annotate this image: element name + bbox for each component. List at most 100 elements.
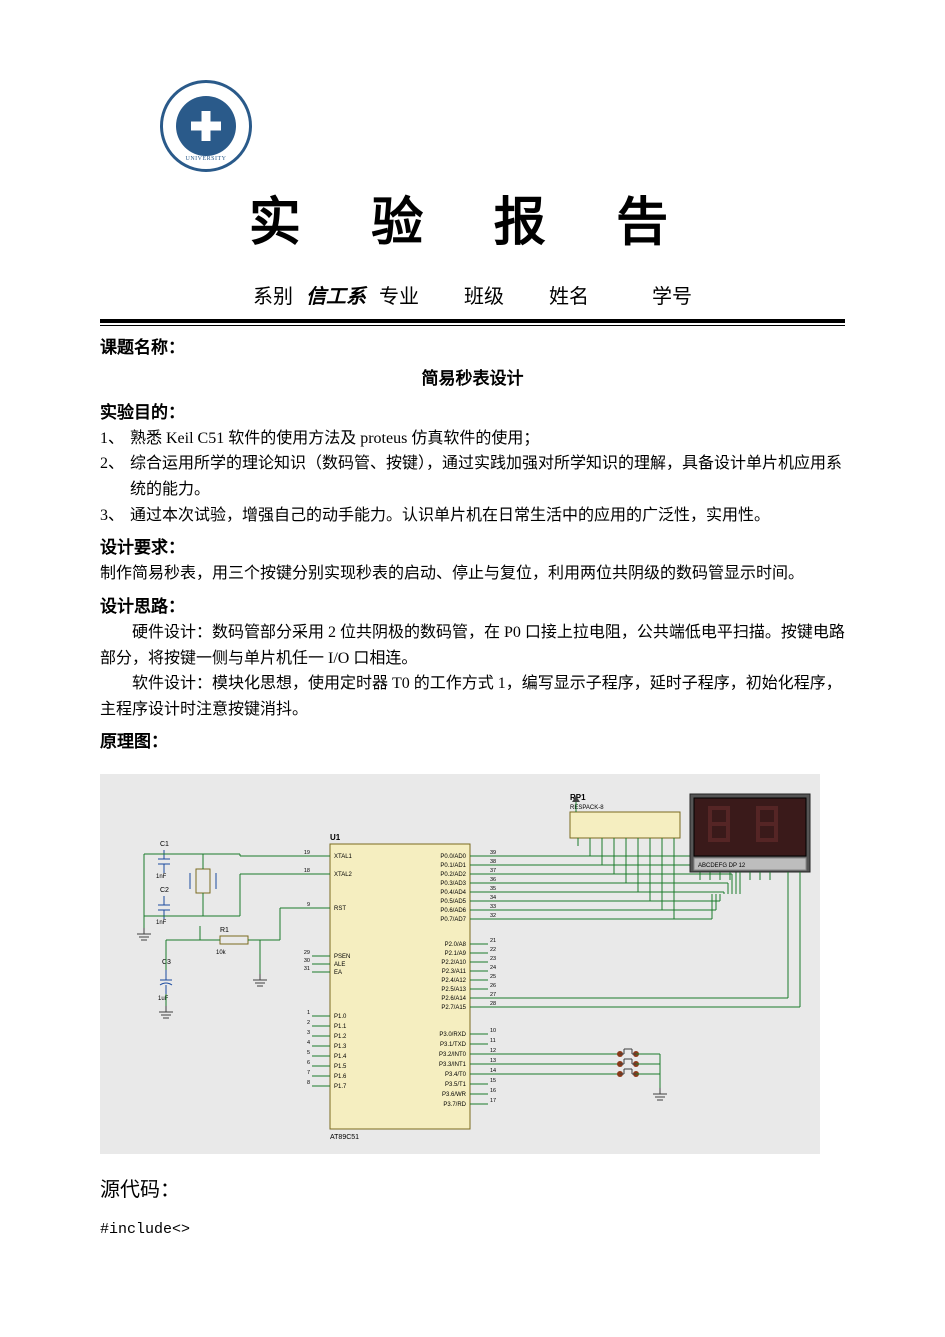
objective-item-text: 通过本次试验，增强自己的动手能力。认识单片机在日常生活中的应用的广泛性，实用性。: [130, 507, 770, 524]
svg-text:P2.2/A10: P2.2/A10: [441, 960, 466, 966]
svg-text:ALE: ALE: [334, 962, 345, 968]
svg-text:38: 38: [490, 859, 496, 865]
svg-text:P0.3/AD3: P0.3/AD3: [440, 881, 466, 887]
major-label: 专业: [379, 281, 419, 313]
svg-text:8: 8: [307, 1080, 310, 1086]
svg-text:30: 30: [304, 958, 310, 964]
svg-text:11: 11: [490, 1038, 496, 1044]
svg-text:22: 22: [490, 947, 496, 953]
objective-item-text: 熟悉 Keil C51 软件的使用方法及 proteus 仿真软件的使用；: [130, 430, 539, 447]
idea-label: 设计思路：: [100, 593, 845, 620]
svg-text:P1.6: P1.6: [334, 1074, 347, 1080]
svg-text:34: 34: [490, 895, 496, 901]
student-form-line: 系别 信工系 专业 班级 姓名 学号: [100, 281, 845, 313]
school-logo: UNIVERSITY: [160, 80, 845, 172]
svg-text:P2.4/A12: P2.4/A12: [441, 978, 466, 984]
svg-text:P3.2/INT0: P3.2/INT0: [439, 1052, 467, 1058]
svg-text:P2.0/A8: P2.0/A8: [445, 942, 467, 948]
svg-text:P3.5/T1: P3.5/T1: [445, 1082, 467, 1088]
svg-text:32: 32: [490, 913, 496, 919]
svg-text:ABCDEFG DP 12: ABCDEFG DP 12: [698, 863, 746, 869]
svg-text:27: 27: [490, 992, 496, 998]
objective-item-text: 综合运用所学的理论知识（数码管、按键），通过实践加强对所学知识的理解，具备设计单…: [130, 455, 842, 498]
class-label: 班级: [464, 281, 504, 313]
svg-text:P0.2/AD2: P0.2/AD2: [440, 872, 466, 878]
svg-text:24: 24: [490, 965, 496, 971]
svg-text:P0.5/AD5: P0.5/AD5: [440, 899, 466, 905]
svg-text:26: 26: [490, 983, 496, 989]
svg-text:33: 33: [490, 904, 496, 910]
svg-text:AT89C51: AT89C51: [330, 1134, 359, 1141]
svg-text:XTAL1: XTAL1: [334, 854, 353, 860]
svg-text:14: 14: [490, 1068, 496, 1074]
svg-text:P1.1: P1.1: [334, 1024, 347, 1030]
svg-text:P1.2: P1.2: [334, 1034, 347, 1040]
svg-text:7: 7: [307, 1070, 310, 1076]
svg-text:P2.6/A14: P2.6/A14: [441, 996, 466, 1002]
svg-text:19: 19: [304, 850, 310, 856]
topic-label: 课题名称：: [100, 334, 845, 361]
svg-text:23: 23: [490, 956, 496, 962]
svg-text:4: 4: [307, 1040, 310, 1046]
svg-text:P3.0/RXD: P3.0/RXD: [439, 1032, 466, 1038]
svg-text:1nF: 1nF: [156, 874, 167, 880]
svg-text:RST: RST: [334, 906, 346, 912]
svg-text:1uF: 1uF: [158, 996, 169, 1002]
svg-text:16: 16: [490, 1088, 496, 1094]
svg-text:XTAL2: XTAL2: [334, 872, 353, 878]
dept-value: 信工系: [306, 281, 366, 313]
divider-thick: [100, 319, 845, 323]
svg-text:3: 3: [307, 1030, 310, 1036]
svg-text:P0.1/AD1: P0.1/AD1: [440, 863, 466, 869]
svg-text:P2.7/A15: P2.7/A15: [441, 1005, 466, 1011]
svg-text:31: 31: [304, 966, 310, 972]
page-title: 实 验 报 告: [100, 182, 845, 265]
svg-text:C3: C3: [162, 959, 171, 966]
svg-text:P2.1/A9: P2.1/A9: [445, 951, 467, 957]
svg-text:P3.7/RD: P3.7/RD: [443, 1102, 466, 1108]
svg-text:13: 13: [490, 1058, 496, 1064]
idea-hw: 硬件设计：数码管部分采用 2 位共阴极的数码管，在 P0 口接上拉电阻，公共端低…: [100, 620, 845, 671]
svg-text:P1.3: P1.3: [334, 1044, 347, 1050]
id-label: 学号: [652, 281, 692, 313]
svg-text:21: 21: [490, 938, 496, 944]
svg-text:P0.6/AD6: P0.6/AD6: [440, 908, 466, 914]
svg-text:17: 17: [490, 1098, 496, 1104]
svg-text:P2.5/A13: P2.5/A13: [441, 987, 466, 993]
svg-text:RESPACK-8: RESPACK-8: [570, 805, 604, 811]
topic-value: 简易秒表设计: [100, 365, 845, 392]
svg-text:EA: EA: [334, 970, 342, 976]
svg-text:PSEN: PSEN: [334, 954, 350, 960]
svg-text:10: 10: [490, 1028, 496, 1034]
logo-text-bottom: UNIVERSITY: [186, 155, 227, 165]
svg-text:C1: C1: [160, 841, 169, 848]
objective-list: 1、熟悉 Keil C51 软件的使用方法及 proteus 仿真软件的使用； …: [100, 426, 845, 528]
svg-text:37: 37: [490, 868, 496, 874]
schematic-label: 原理图：: [100, 728, 845, 755]
svg-text:P1.0: P1.0: [334, 1014, 347, 1020]
svg-text:18: 18: [304, 868, 310, 874]
svg-text:P1.4: P1.4: [334, 1054, 347, 1060]
idea-sw: 软件设计：模块化思想，使用定时器 T0 的工作方式 1，编写显示子程序，延时子程…: [100, 671, 845, 722]
list-item: 1、熟悉 Keil C51 软件的使用方法及 proteus 仿真软件的使用；: [100, 426, 845, 452]
name-label: 姓名: [549, 281, 589, 313]
svg-text:1nF: 1nF: [156, 920, 167, 926]
schematic-diagram: U1AT89C5119XTAL118XTAL29RST29PSEN30ALE31…: [100, 774, 820, 1154]
svg-text:1: 1: [307, 1010, 310, 1016]
svg-text:28: 28: [490, 1001, 496, 1007]
dept-label: 系别: [253, 281, 293, 313]
svg-text:2: 2: [307, 1020, 310, 1026]
svg-text:C2: C2: [160, 887, 169, 894]
svg-text:P2.3/A11: P2.3/A11: [442, 969, 467, 975]
objective-label: 实验目的：: [100, 399, 845, 426]
svg-text:29: 29: [304, 950, 310, 956]
svg-text:P0.0/AD0: P0.0/AD0: [440, 854, 466, 860]
svg-text:12: 12: [490, 1048, 496, 1054]
svg-text:5: 5: [307, 1050, 310, 1056]
svg-text:P0.4/AD4: P0.4/AD4: [440, 890, 466, 896]
svg-text:P1.7: P1.7: [334, 1084, 347, 1090]
svg-text:25: 25: [490, 974, 496, 980]
svg-text:U1: U1: [330, 833, 341, 842]
list-item: 3、通过本次试验，增强自己的动手能力。认识单片机在日常生活中的应用的广泛性，实用…: [100, 503, 845, 529]
list-item: 2、综合运用所学的理论知识（数码管、按键），通过实践加强对所学知识的理解，具备设…: [100, 451, 845, 502]
